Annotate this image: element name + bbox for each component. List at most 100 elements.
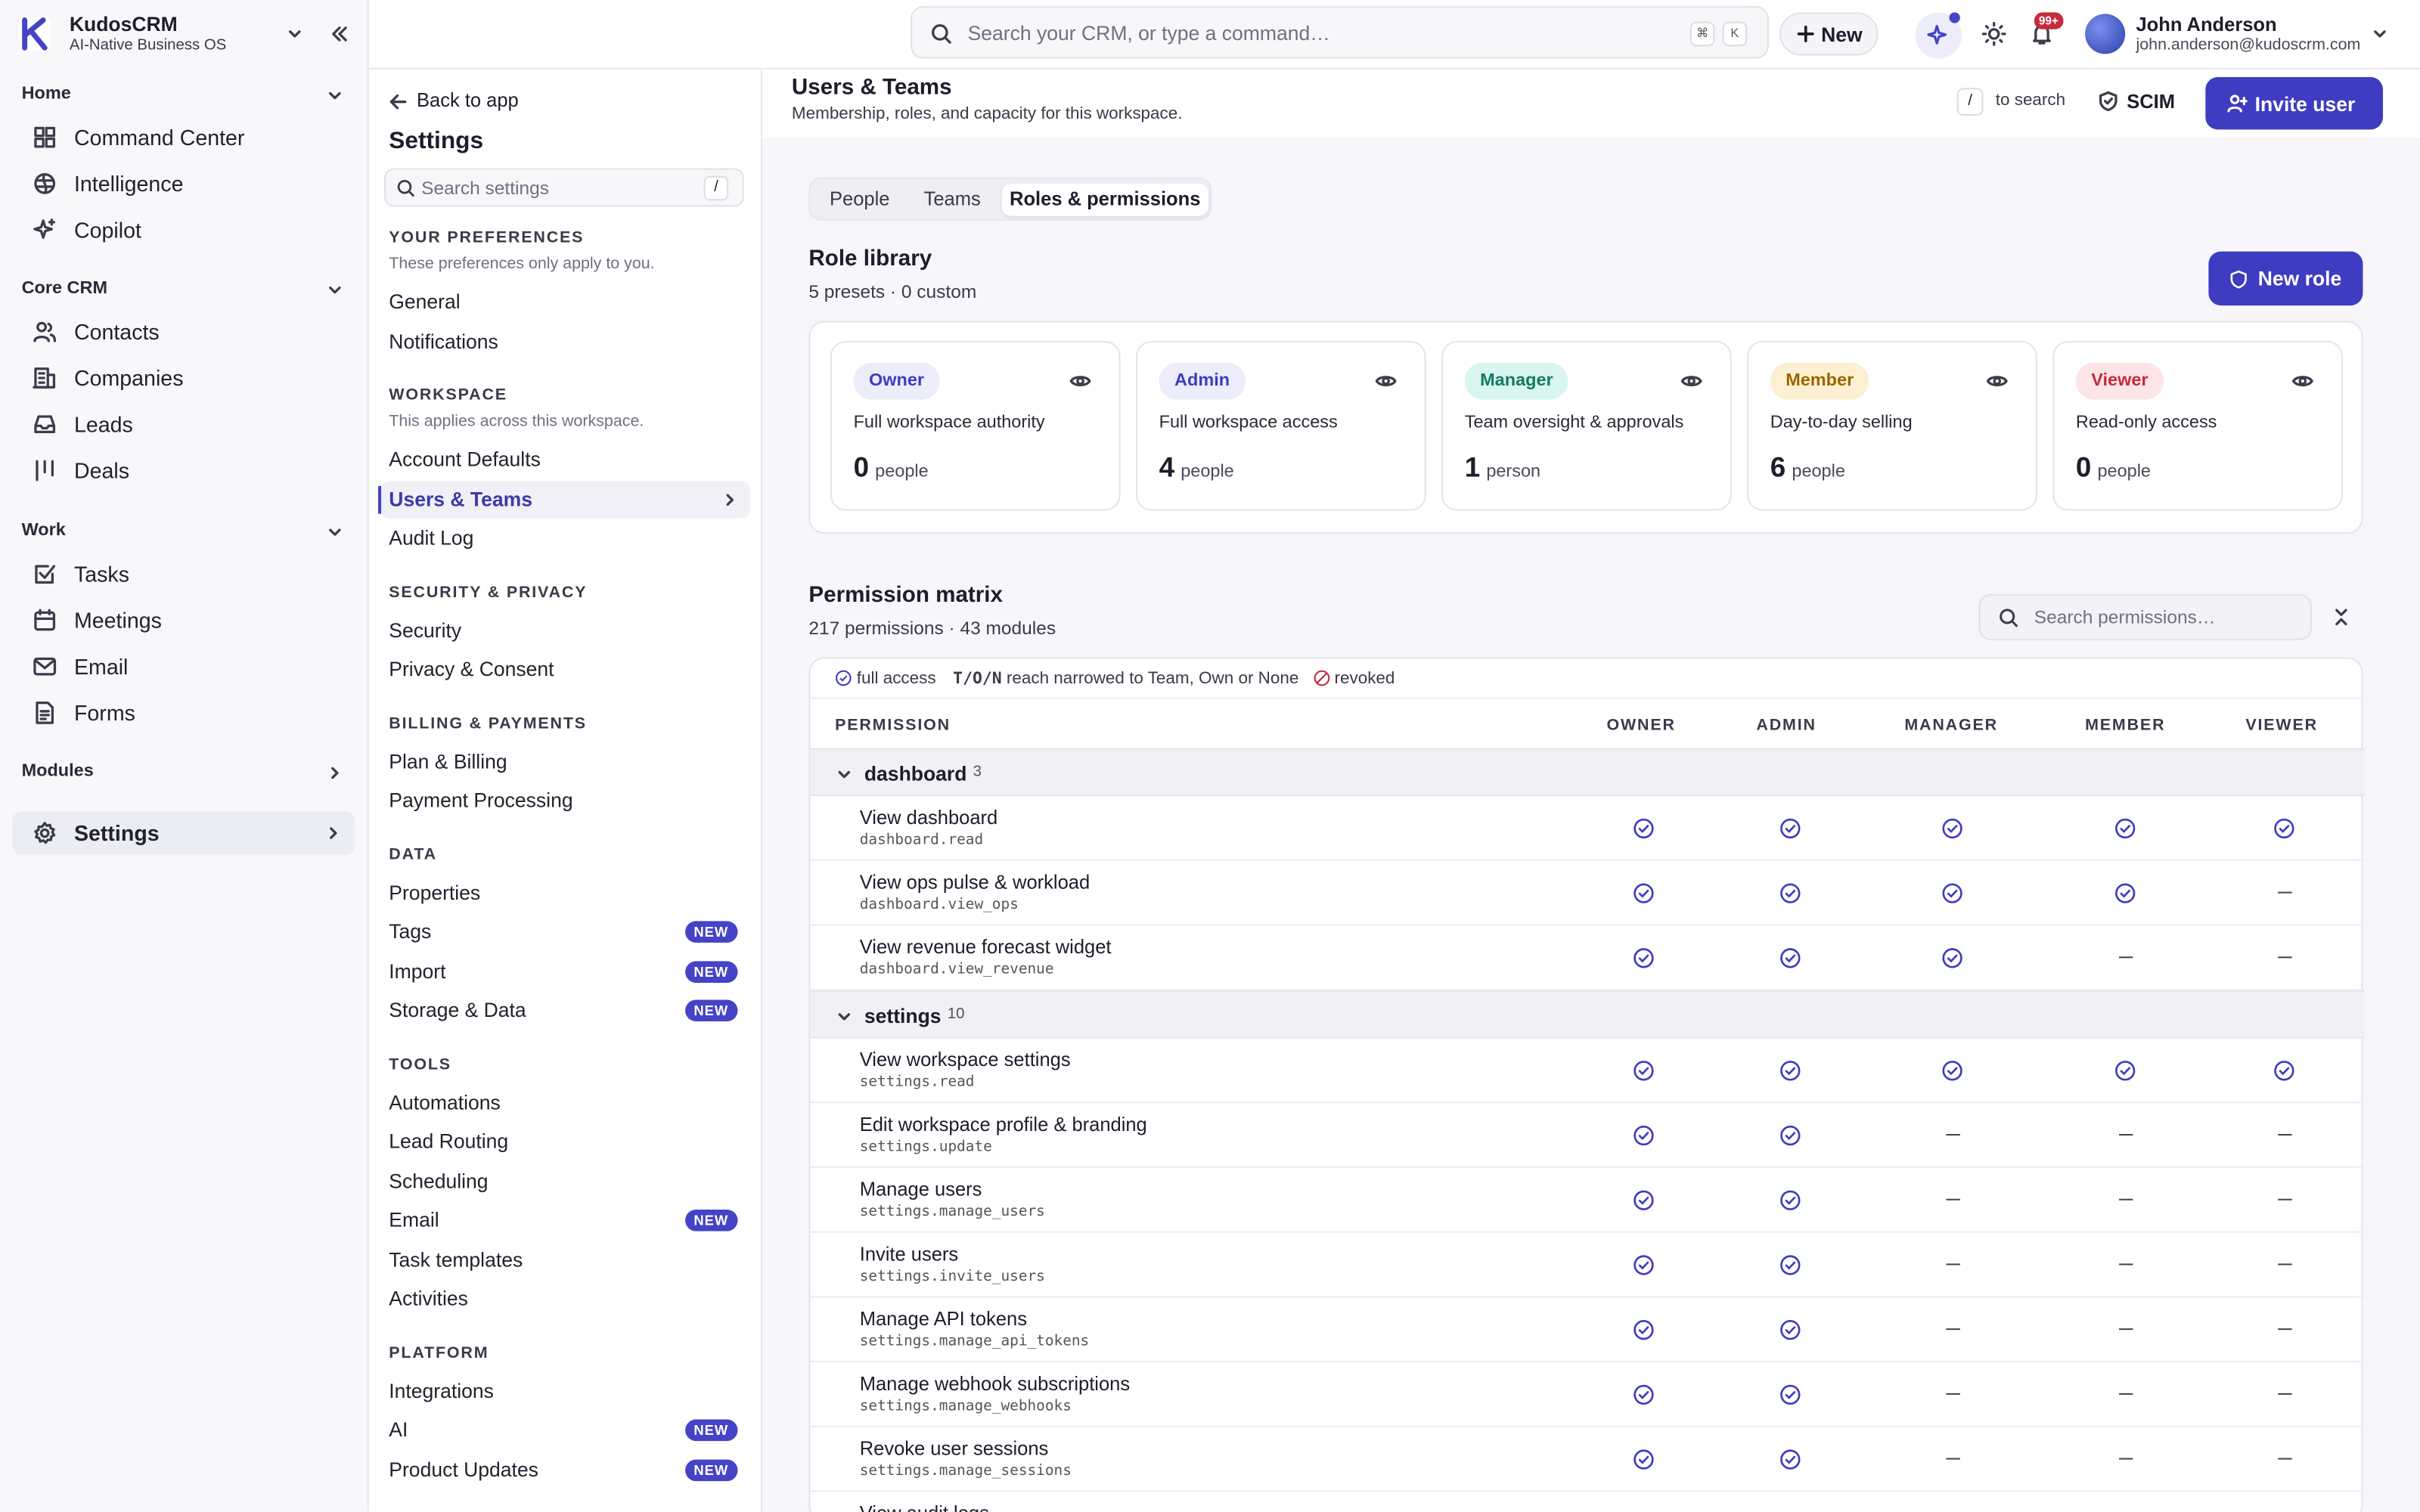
ai-assistant-button[interactable]: [1915, 12, 1962, 59]
new-role-button[interactable]: New role: [2208, 251, 2363, 306]
sidebar-section-home[interactable]: Home: [21, 85, 71, 104]
collapse-all-icon[interactable]: [2332, 608, 2350, 626]
workspace-switcher-chevron-icon[interactable]: [287, 26, 302, 42]
settings-item-product-updates[interactable]: Product Updates NEW: [381, 1451, 750, 1488]
full-access-icon[interactable]: [1779, 1319, 1801, 1341]
full-access-icon[interactable]: [1941, 818, 1963, 840]
sidebar-item-contacts[interactable]: Contacts: [12, 310, 355, 353]
full-access-icon[interactable]: [1633, 1254, 1655, 1276]
column-header-owner[interactable]: OWNER: [1606, 715, 1676, 735]
no-access-dash[interactable]: [2118, 1328, 2133, 1331]
full-access-icon[interactable]: [1941, 1060, 1963, 1082]
no-access-dash[interactable]: [1945, 1133, 1959, 1136]
role-card-manager[interactable]: Manager Team oversight & approvals 1 pers…: [1441, 341, 1732, 511]
chevron-down-icon[interactable]: [327, 282, 343, 297]
chevron-down-icon[interactable]: [327, 88, 343, 103]
tab-roles-permissions[interactable]: Roles & permissions: [1001, 183, 1208, 216]
tab-people[interactable]: People: [829, 187, 890, 210]
full-access-icon[interactable]: [2114, 882, 2136, 904]
settings-item-tags[interactable]: Tags NEW: [381, 913, 750, 950]
column-header-viewer[interactable]: VIEWER: [2245, 715, 2318, 735]
column-header-admin[interactable]: ADMIN: [1756, 715, 1817, 735]
settings-item-activities[interactable]: Activities: [381, 1281, 750, 1318]
permission-group-settings[interactable]: settings 10: [810, 990, 2365, 1039]
no-access-dash[interactable]: [1945, 1458, 1959, 1461]
column-header-manager[interactable]: MANAGER: [1904, 715, 1998, 735]
settings-item-automations[interactable]: Automations: [381, 1084, 750, 1121]
settings-item-scheduling[interactable]: Scheduling: [381, 1163, 750, 1200]
full-access-icon[interactable]: [1633, 947, 1655, 969]
sidebar-item-tasks[interactable]: Tasks: [12, 553, 355, 596]
settings-item-users-teams[interactable]: Users & Teams: [377, 480, 750, 518]
full-access-icon[interactable]: [1779, 1384, 1801, 1406]
full-access-icon[interactable]: [1941, 882, 1963, 904]
no-access-dash[interactable]: [2118, 1133, 2133, 1136]
sidebar-section-modules[interactable]: Modules: [21, 762, 94, 781]
new-button[interactable]: New: [1779, 12, 1879, 56]
role-card-owner[interactable]: Owner Full workspace authority 0 people: [830, 341, 1121, 511]
settings-item-email[interactable]: Email NEW: [381, 1202, 750, 1239]
no-access-dash[interactable]: [2277, 1263, 2291, 1266]
settings-item-properties[interactable]: Properties: [381, 874, 750, 911]
eye-icon[interactable]: [1069, 373, 1091, 389]
eye-icon[interactable]: [2291, 373, 2314, 389]
settings-item-ai[interactable]: AI NEW: [381, 1411, 750, 1448]
chevron-down-icon[interactable]: [836, 767, 852, 782]
no-access-dash[interactable]: [2277, 1328, 2291, 1331]
settings-item-privacy-consent[interactable]: Privacy & Consent: [381, 651, 750, 688]
role-card-member[interactable]: Member Day-to-day selling 6 people: [1747, 341, 2037, 511]
full-access-icon[interactable]: [2273, 818, 2295, 840]
full-access-icon[interactable]: [1633, 1448, 1655, 1470]
no-access-dash[interactable]: [2277, 1393, 2291, 1396]
tab-teams[interactable]: Teams: [923, 187, 981, 210]
sidebar-item-copilot[interactable]: Copilot: [12, 209, 355, 252]
full-access-icon[interactable]: [1779, 882, 1801, 904]
sidebar-item-command-center[interactable]: Command Center: [12, 116, 355, 159]
no-access-dash[interactable]: [2118, 1263, 2133, 1266]
sidebar-item-forms[interactable]: Forms: [12, 691, 355, 734]
column-header-member[interactable]: MEMBER: [2085, 715, 2166, 735]
full-access-icon[interactable]: [1633, 1060, 1655, 1082]
settings-item-integrations[interactable]: Integrations: [381, 1372, 750, 1409]
global-search-input[interactable]: Search your CRM, or type a command… ⌘ K: [911, 6, 1769, 59]
no-access-dash[interactable]: [1945, 1263, 1959, 1266]
full-access-icon[interactable]: [1779, 1448, 1801, 1470]
settings-item-task-templates[interactable]: Task templates: [381, 1241, 750, 1278]
settings-item-audit-log[interactable]: Audit Log: [381, 520, 750, 557]
no-access-dash[interactable]: [1945, 1198, 1959, 1201]
account-menu-chevron-icon[interactable]: [2372, 26, 2387, 42]
sidebar-item-companies[interactable]: Companies: [12, 356, 355, 399]
invite-user-button[interactable]: Invite user: [2205, 77, 2383, 130]
chevron-down-icon[interactable]: [836, 1009, 852, 1024]
settings-item-import[interactable]: Import NEW: [381, 953, 750, 990]
settings-item-plan-billing[interactable]: Plan & Billing: [381, 743, 750, 780]
no-access-dash[interactable]: [2277, 1458, 2291, 1461]
chevron-right-icon[interactable]: [327, 765, 343, 780]
user-name[interactable]: John Anderson: [2136, 14, 2277, 36]
no-access-dash[interactable]: [2277, 956, 2291, 959]
notifications-button[interactable]: 99+: [2027, 12, 2064, 51]
sidebar-item-meetings[interactable]: Meetings: [12, 599, 355, 642]
full-access-icon[interactable]: [1633, 1319, 1655, 1341]
sidebar-section-core-crm[interactable]: Core CRM: [21, 279, 108, 298]
avatar[interactable]: [2085, 14, 2126, 54]
full-access-icon[interactable]: [1779, 1189, 1801, 1211]
full-access-icon[interactable]: [1633, 1384, 1655, 1406]
eye-icon[interactable]: [1986, 373, 2009, 389]
sidebar-item-intelligence[interactable]: Intelligence: [12, 162, 355, 205]
settings-item-account-defaults[interactable]: Account Defaults: [381, 442, 750, 479]
eye-icon[interactable]: [1375, 373, 1397, 389]
full-access-icon[interactable]: [1779, 1125, 1801, 1147]
full-access-icon[interactable]: [2114, 818, 2136, 840]
no-access-dash[interactable]: [2277, 1133, 2291, 1136]
chevron-down-icon[interactable]: [327, 525, 343, 540]
no-access-dash[interactable]: [1945, 1328, 1959, 1331]
settings-item-payment-processing[interactable]: Payment Processing: [381, 782, 750, 820]
settings-item-general[interactable]: General: [381, 284, 750, 321]
full-access-icon[interactable]: [1779, 818, 1801, 840]
full-access-icon[interactable]: [2273, 1060, 2295, 1082]
no-access-dash[interactable]: [2118, 1198, 2133, 1201]
eye-icon[interactable]: [1680, 373, 1702, 389]
full-access-icon[interactable]: [2114, 1060, 2136, 1082]
role-card-admin[interactable]: Admin Full workspace access 4 people: [1136, 341, 1426, 511]
